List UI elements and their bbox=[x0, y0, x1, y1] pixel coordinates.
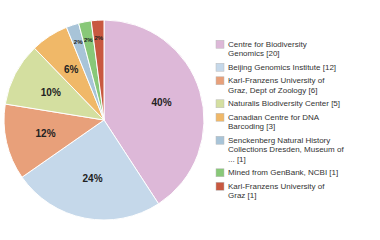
legend-item: Mined from GenBank, NCBI [1] bbox=[216, 168, 338, 177]
data-labels: 40%24%12%10%6%2%2%2% bbox=[35, 35, 171, 184]
legend-item: Centre for BiodiversityGenomics [20] bbox=[216, 40, 307, 59]
legend-item: Naturalis Biodiversity Center [5] bbox=[216, 99, 340, 108]
legend-swatch bbox=[216, 77, 224, 85]
legend-swatch bbox=[216, 136, 224, 144]
legend-label-line: Naturalis Biodiversity Center [5] bbox=[228, 99, 340, 108]
legend-item: Karl-Franzens University ofGraz, Dept of… bbox=[216, 76, 325, 95]
legend-label-line: Centre for Biodiversity bbox=[228, 40, 307, 49]
legend-label-line: Barcoding [3] bbox=[228, 122, 275, 131]
legend-label: Canadian Centre for DNABarcoding [3] bbox=[228, 113, 320, 132]
legend-swatch bbox=[216, 113, 224, 121]
data-label: 6% bbox=[64, 64, 79, 75]
legend-label-line: Canadian Centre for DNA bbox=[228, 113, 320, 122]
legend-label-line: Graz, Dept of Zoology [6] bbox=[228, 86, 317, 95]
legend: Centre for BiodiversityGenomics [20] Beij… bbox=[216, 40, 344, 201]
legend-item: Beijing Genomics Institute [12] bbox=[216, 63, 336, 72]
legend-swatch bbox=[216, 63, 224, 71]
legend-swatch bbox=[216, 100, 224, 108]
data-label: 2% bbox=[94, 35, 103, 41]
legend-label: Karl-Franzens University ofGraz [1] bbox=[228, 182, 325, 201]
pie-slice bbox=[91, 20, 104, 120]
legend-label-line: Karl-Franzens University of bbox=[228, 76, 325, 85]
legend-item: Senckenberg Natural HistoryCollections D… bbox=[216, 136, 344, 164]
legend-label-line: Karl-Franzens University of bbox=[228, 182, 325, 191]
legend-label-line: Collections Dresden, Museum of bbox=[228, 145, 344, 154]
data-label: 40% bbox=[152, 97, 172, 108]
legend-label: Centre for BiodiversityGenomics [20] bbox=[228, 40, 307, 59]
legend-label-line: Graz [1] bbox=[228, 191, 256, 200]
legend-swatch bbox=[216, 40, 224, 48]
legend-label: Karl-Franzens University ofGraz, Dept of… bbox=[228, 76, 325, 95]
legend-label-line: ... [1] bbox=[228, 155, 246, 164]
legend-label-line: Genomics [20] bbox=[228, 49, 280, 58]
data-label: 2% bbox=[84, 37, 93, 43]
legend-label-line: Mined from GenBank, NCBI [1] bbox=[228, 168, 338, 177]
data-label: 12% bbox=[35, 128, 55, 139]
legend-swatch bbox=[216, 169, 224, 177]
pie-slice bbox=[22, 120, 159, 220]
legend-swatch bbox=[216, 182, 224, 190]
legend-label: Naturalis Biodiversity Center [5] bbox=[228, 99, 340, 108]
data-label: 24% bbox=[83, 173, 103, 184]
legend-label-line: Beijing Genomics Institute [12] bbox=[228, 63, 336, 72]
data-label: 10% bbox=[41, 87, 61, 98]
legend-item: Canadian Centre for DNABarcoding [3] bbox=[216, 113, 320, 132]
pie-slice bbox=[79, 21, 104, 120]
data-label: 2% bbox=[74, 39, 83, 45]
legend-label-line: Senckenberg Natural History bbox=[228, 136, 330, 145]
legend-label: Mined from GenBank, NCBI [1] bbox=[228, 168, 338, 177]
legend-label: Beijing Genomics Institute [12] bbox=[228, 63, 336, 72]
pie bbox=[4, 20, 204, 220]
chart: 40%24%12%10%6%2%2%2%Centre for Biodivers… bbox=[0, 0, 380, 240]
legend-item: Karl-Franzens University ofGraz [1] bbox=[216, 182, 325, 201]
legend-label: Senckenberg Natural HistoryCollections D… bbox=[228, 136, 344, 164]
